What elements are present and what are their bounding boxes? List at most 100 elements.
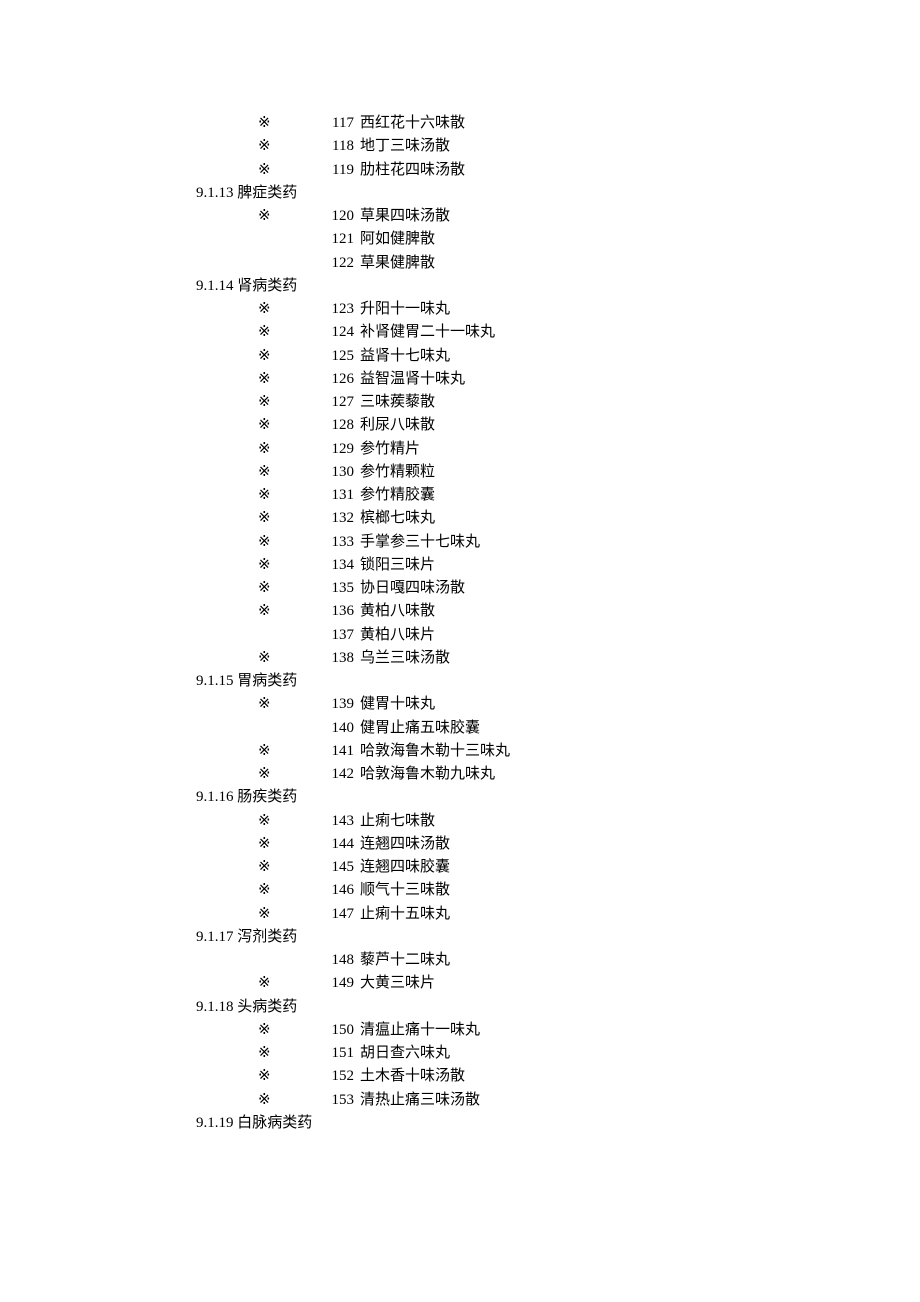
item-name: 清瘟止痛十一味丸 [360,1019,920,1042]
section-header: 9.1.19 白脉病类药 [196,1112,920,1135]
mark-symbol: ※ [256,205,316,228]
item-number: 129 [316,438,360,461]
mark-symbol: ※ [256,1019,316,1042]
item-name: 地丁三味汤散 [360,135,920,158]
drug-item-row: ※149大黄三味片 [196,972,920,995]
item-number: 117 [316,112,360,135]
mark-symbol: ※ [256,577,316,600]
item-number: 128 [316,414,360,437]
drug-item-row: 137黄柏八味片 [196,624,920,647]
item-number: 148 [316,949,360,972]
item-name: 止痢十五味丸 [360,903,920,926]
leading-items: ※117西红花十六味散※118地丁三味汤散※119肋柱花四味汤散 [196,112,920,182]
item-number: 146 [316,879,360,902]
item-name: 参竹精胶囊 [360,484,920,507]
mark-symbol: ※ [256,600,316,623]
item-name: 协日嘎四味汤散 [360,577,920,600]
section-header: 9.1.15 胃病类药 [196,670,920,693]
mark-symbol: ※ [256,879,316,902]
item-name: 肋柱花四味汤散 [360,159,920,182]
mark-symbol: ※ [256,647,316,670]
section-header: 9.1.13 脾症类药 [196,182,920,205]
drug-item-row: ※129参竹精片 [196,438,920,461]
mark-symbol: ※ [256,414,316,437]
item-name: 清热止痛三味汤散 [360,1089,920,1112]
item-name: 手掌参三十七味丸 [360,531,920,554]
drug-item-row: ※133手掌参三十七味丸 [196,531,920,554]
mark-symbol: ※ [256,693,316,716]
item-name: 连翘四味胶囊 [360,856,920,879]
mark-symbol: ※ [256,531,316,554]
item-number: 131 [316,484,360,507]
item-number: 145 [316,856,360,879]
drug-item-row: 121阿如健脾散 [196,228,920,251]
item-number: 152 [316,1065,360,1088]
item-number: 132 [316,507,360,530]
item-number: 141 [316,740,360,763]
item-name: 阿如健脾散 [360,228,920,251]
drug-item-row: ※151胡日查六味丸 [196,1042,920,1065]
item-number: 133 [316,531,360,554]
section-header: 9.1.18 头病类药 [196,996,920,1019]
mark-symbol: ※ [256,1089,316,1112]
drug-item-row: ※141哈敦海鲁木勒十三味丸 [196,740,920,763]
drug-item-row: ※139健胃十味丸 [196,693,920,716]
item-name: 哈敦海鲁木勒十三味丸 [360,740,920,763]
item-name: 乌兰三味汤散 [360,647,920,670]
item-name: 藜芦十二味丸 [360,949,920,972]
item-name: 参竹精颗粒 [360,461,920,484]
item-number: 130 [316,461,360,484]
mark-symbol: ※ [256,810,316,833]
item-number: 127 [316,391,360,414]
item-name: 草果健脾散 [360,252,920,275]
item-name: 健胃止痛五味胶囊 [360,717,920,740]
drug-item-row: ※135协日嘎四味汤散 [196,577,920,600]
item-name: 胡日查六味丸 [360,1042,920,1065]
mark-symbol: ※ [256,833,316,856]
drug-item-row: ※130参竹精颗粒 [196,461,920,484]
drug-item-row: ※145连翘四味胶囊 [196,856,920,879]
drug-item-row: ※119肋柱花四味汤散 [196,159,920,182]
item-name: 槟榔七味丸 [360,507,920,530]
item-number: 136 [316,600,360,623]
item-number: 119 [316,159,360,182]
mark-symbol: ※ [256,368,316,391]
item-number: 147 [316,903,360,926]
mark-symbol: ※ [256,1065,316,1088]
section-header: 9.1.16 肠疾类药 [196,786,920,809]
item-number: 120 [316,205,360,228]
sections-container: 9.1.13 脾症类药※120草果四味汤散121阿如健脾散122草果健脾散9.1… [196,182,920,1135]
drug-item-row: 122草果健脾散 [196,252,920,275]
mark-symbol: ※ [256,321,316,344]
item-number: 126 [316,368,360,391]
drug-item-row: ※127三味蒺藜散 [196,391,920,414]
item-name: 顺气十三味散 [360,879,920,902]
drug-item-row: ※126益智温肾十味丸 [196,368,920,391]
mark-symbol: ※ [256,554,316,577]
drug-item-row: ※123升阳十一味丸 [196,298,920,321]
drug-item-row: ※120草果四味汤散 [196,205,920,228]
item-number: 139 [316,693,360,716]
section-header: 9.1.14 肾病类药 [196,275,920,298]
item-name: 三味蒺藜散 [360,391,920,414]
item-name: 补肾健胃二十一味丸 [360,321,920,344]
mark-symbol: ※ [256,438,316,461]
item-name: 大黄三味片 [360,972,920,995]
mark-symbol: ※ [256,298,316,321]
item-number: 142 [316,763,360,786]
mark-symbol: ※ [256,856,316,879]
drug-item-row: ※128利尿八味散 [196,414,920,437]
item-name: 益肾十七味丸 [360,345,920,368]
drug-item-row: ※136黄柏八味散 [196,600,920,623]
drug-item-row: ※131参竹精胶囊 [196,484,920,507]
item-number: 123 [316,298,360,321]
item-number: 121 [316,228,360,251]
item-number: 118 [316,135,360,158]
mark-symbol: ※ [256,159,316,182]
mark-symbol: ※ [256,740,316,763]
drug-item-row: ※125益肾十七味丸 [196,345,920,368]
item-name: 健胃十味丸 [360,693,920,716]
item-number: 149 [316,972,360,995]
item-number: 153 [316,1089,360,1112]
mark-symbol: ※ [256,345,316,368]
